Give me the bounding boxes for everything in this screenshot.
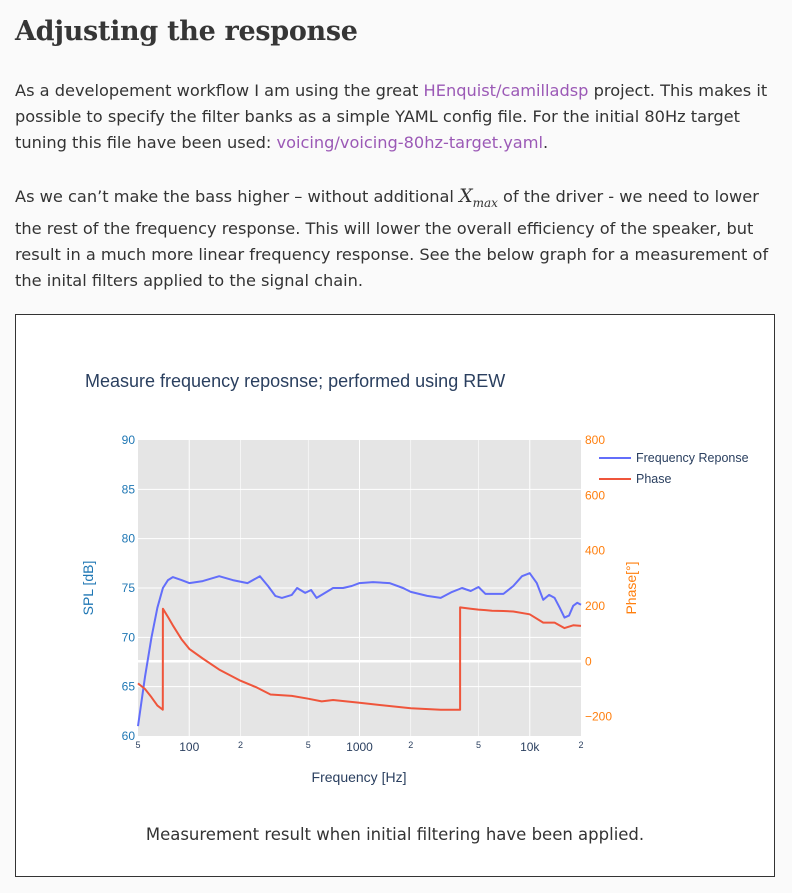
frequency-response-chart[interactable]: Measure frequency reposnse; performed us…	[16, 315, 774, 815]
y2-tick-label: 600	[585, 488, 605, 502]
x-tick-label: 2	[238, 740, 243, 750]
y-tick-label: 75	[122, 581, 136, 595]
paragraph-text: of the driver - we need to lower the res…	[15, 187, 769, 290]
x-axis-title: Frequency [Hz]	[312, 769, 407, 785]
y2-tick-label: 800	[585, 433, 605, 447]
voicing-config-link[interactable]: voicing/voicing-80hz-target.yaml	[276, 133, 543, 152]
math-symbol: X	[459, 185, 473, 207]
y-tick-label: 70	[122, 630, 136, 644]
y-tick-label: 80	[122, 532, 136, 546]
legend-label: Frequency Reponse	[636, 451, 749, 465]
phase-line	[137, 606, 582, 711]
legend-label: Phase	[636, 472, 671, 486]
paragraph-text: As we can’t make the bass higher – witho…	[15, 187, 460, 206]
x-tick-label: 5	[135, 740, 140, 750]
y-tick-label: 65	[122, 680, 136, 694]
section-heading: Adjusting the response	[15, 16, 358, 47]
math-subscript: max	[472, 195, 498, 210]
y-tick-label: 85	[122, 482, 136, 496]
x-tick-label: 2	[578, 740, 583, 750]
paragraph-text: .	[542, 133, 549, 152]
y2-tick-label: 400	[585, 544, 605, 558]
y-tick-label: 90	[122, 433, 136, 447]
y2-tick-label: 0	[585, 654, 592, 668]
camilladsp-link[interactable]: HEnquist/camilladsp	[423, 81, 589, 100]
x-tick-label: 10k	[520, 740, 540, 754]
y-tick-label: 60	[122, 729, 136, 743]
paragraph-response: As we can’t make the bass higher – witho…	[15, 183, 775, 294]
x-tick-label: 5	[476, 740, 481, 750]
x-tick-label: 2	[408, 740, 413, 750]
y2-tick-label: −200	[585, 710, 612, 724]
figure-caption: Measurement result when initial filterin…	[145, 825, 645, 844]
y2-axis-title: Phase[°]	[623, 561, 639, 614]
figure-frame: Measure frequency reposnse; performed us…	[15, 314, 775, 877]
chart-title: Measure frequency reposnse; performed us…	[85, 371, 505, 391]
paragraph-text: As a developement workflow I am using th…	[15, 81, 424, 100]
paragraph-text: project. This makes it possible to speci…	[15, 81, 768, 152]
x-tick-label: 5	[306, 740, 311, 750]
x-tick-label: 1000	[346, 740, 373, 754]
frequency-response-line	[137, 572, 582, 727]
y2-tick-label: 200	[585, 599, 605, 613]
x-tick-label: 100	[179, 740, 199, 754]
paragraph-workflow: As a developement workflow I am using th…	[15, 78, 775, 156]
xmax-math: Xmax	[459, 185, 498, 210]
y-axis-title: SPL [dB]	[80, 561, 96, 616]
